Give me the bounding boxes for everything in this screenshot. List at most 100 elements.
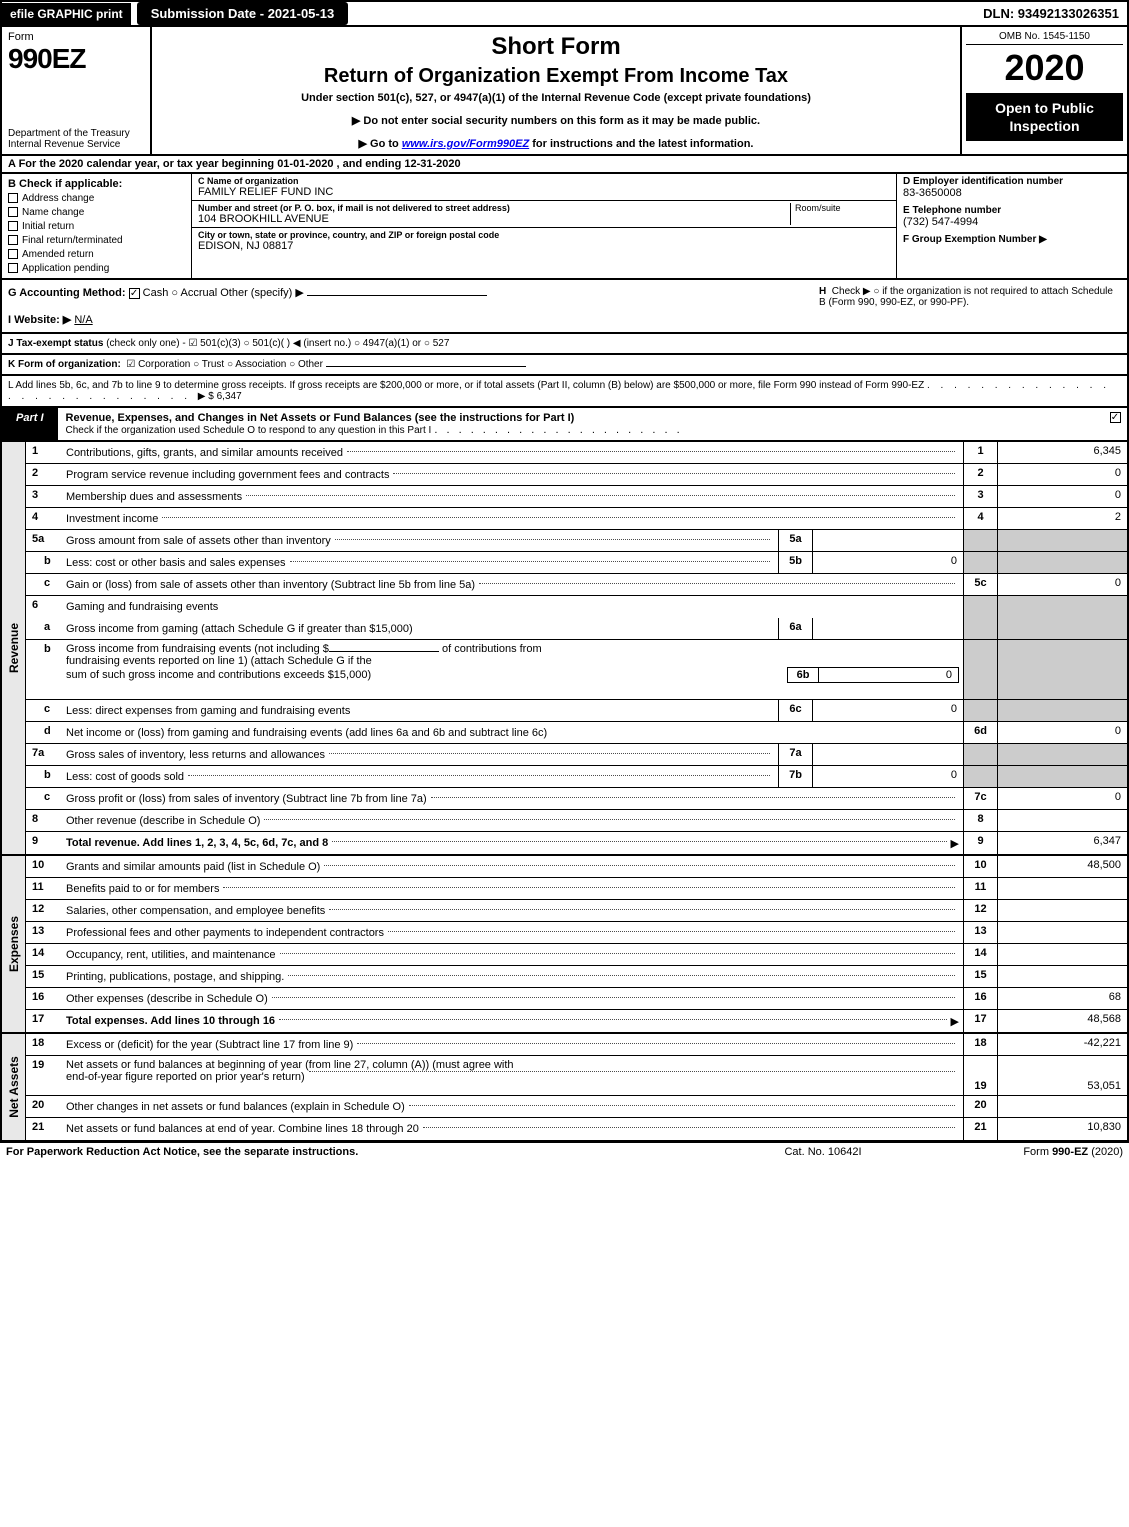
room-suite: Room/suite xyxy=(790,203,890,225)
header-left: Form 990EZ Department of the Treasury In… xyxy=(2,27,152,154)
net-assets-section: Net Assets 18 Excess or (deficit) for th… xyxy=(0,1034,1129,1142)
g-opts: Cash ○ Accrual Other (specify) ▶ xyxy=(143,287,304,299)
line-9-amount: 6,347 xyxy=(997,832,1127,854)
form-number: 990EZ xyxy=(8,43,144,75)
col-d: D Employer identification number 83-3650… xyxy=(897,174,1127,278)
line-14: 14 Occupancy, rent, utilities, and maint… xyxy=(26,944,1127,966)
line-5c-amount: 0 xyxy=(997,574,1127,595)
line-13: 13 Professional fees and other payments … xyxy=(26,922,1127,944)
revenue-side-label: Revenue xyxy=(2,442,26,854)
footer-center: Cat. No. 10642I xyxy=(723,1146,923,1158)
chk-name-change[interactable]: Name change xyxy=(8,207,185,218)
j-row: J Tax-exempt status (check only one) - ☑… xyxy=(0,334,1129,355)
line-5c: c Gain or (loss) from sale of assets oth… xyxy=(26,574,1127,596)
k-text: ☑ Corporation ○ Trust ○ Association ○ Ot… xyxy=(126,359,323,370)
col-b: B Check if applicable: Address change Na… xyxy=(2,174,192,278)
header-center: Short Form Return of Organization Exempt… xyxy=(152,27,962,154)
line-12-amount xyxy=(997,900,1127,921)
chk-address-change[interactable]: Address change xyxy=(8,193,185,204)
line-18: 18 Excess or (deficit) for the year (Sub… xyxy=(26,1034,1127,1056)
line-17: 17 Total expenses. Add lines 10 through … xyxy=(26,1010,1127,1032)
line-7c-amount: 0 xyxy=(997,788,1127,809)
top-bar: efile GRAPHIC print Submission Date - 20… xyxy=(0,0,1129,27)
address: 104 BROOKHILL AVENUE xyxy=(198,213,790,225)
part-i-label: Part I xyxy=(2,408,58,440)
line-16: 16 Other expenses (describe in Schedule … xyxy=(26,988,1127,1010)
department-label: Department of the Treasury Internal Reve… xyxy=(8,128,144,150)
dln-label: DLN: 93492133026351 xyxy=(975,2,1127,25)
tel-label: E Telephone number xyxy=(903,205,1121,216)
header-right: OMB No. 1545-1150 2020 Open to Public In… xyxy=(962,27,1127,154)
part-i-checknote: Check if the organization used Schedule … xyxy=(66,425,432,436)
chk-application-pending[interactable]: Application pending xyxy=(8,263,185,274)
line-15-amount xyxy=(997,966,1127,987)
footer: For Paperwork Reduction Act Notice, see … xyxy=(0,1142,1129,1161)
line-4: 4 Investment income 4 2 xyxy=(26,508,1127,530)
efile-print-button[interactable]: efile GRAPHIC print xyxy=(2,3,131,25)
org-name: FAMILY RELIEF FUND INC xyxy=(198,186,890,198)
line-6c: c Less: direct expenses from gaming and … xyxy=(26,700,1127,722)
group-exemption-label: F Group Exemption Number ▶ xyxy=(903,234,1121,245)
org-name-cell: C Name of organization FAMILY RELIEF FUN… xyxy=(192,174,896,201)
line-3-amount: 0 xyxy=(997,486,1127,507)
line-3: 3 Membership dues and assessments 3 0 xyxy=(26,486,1127,508)
ein-label: D Employer identification number xyxy=(903,176,1121,187)
chk-initial-return[interactable]: Initial return xyxy=(8,221,185,232)
row-g-h: G Accounting Method: Cash ○ Accrual Othe… xyxy=(0,280,1129,334)
title-short-form: Short Form xyxy=(160,33,952,61)
j-label: J Tax-exempt status xyxy=(8,338,103,349)
line-7b: b Less: cost of goods sold 7b0 xyxy=(26,766,1127,788)
address-label: Number and street (or P. O. box, if mail… xyxy=(198,203,790,213)
line-6d-amount: 0 xyxy=(997,722,1127,743)
footer-left: For Paperwork Reduction Act Notice, see … xyxy=(6,1146,723,1158)
irs-link[interactable]: www.irs.gov/Form990EZ xyxy=(402,138,529,150)
chk-cash[interactable] xyxy=(129,288,140,299)
omb-number: OMB No. 1545-1150 xyxy=(966,31,1123,45)
net-assets-side-label: Net Assets xyxy=(2,1034,26,1140)
ein: 83-3650008 xyxy=(903,187,1121,199)
line-10-amount: 48,500 xyxy=(997,856,1127,877)
line-9: 9 Total revenue. Add lines 1, 2, 3, 4, 5… xyxy=(26,832,1127,854)
line-18-amount: -42,221 xyxy=(997,1034,1127,1055)
g-label: G Accounting Method: xyxy=(8,287,126,299)
line-8: 8 Other revenue (describe in Schedule O)… xyxy=(26,810,1127,832)
h-label: H xyxy=(819,286,826,297)
chk-amended[interactable]: Amended return xyxy=(8,249,185,260)
line-8-amount xyxy=(997,810,1127,831)
line-7c: c Gross profit or (loss) from sales of i… xyxy=(26,788,1127,810)
k-row: K Form of organization: ☑ Corporation ○ … xyxy=(0,355,1129,376)
line-21: 21 Net assets or fund balances at end of… xyxy=(26,1118,1127,1140)
note-link-pre: ▶ Go to xyxy=(359,138,402,150)
h-section: H Check ▶ ○ if the organization is not r… xyxy=(811,286,1121,326)
city: EDISON, NJ 08817 xyxy=(198,240,890,252)
line-1: 1 Contributions, gifts, grants, and simi… xyxy=(26,442,1127,464)
line-17-amount: 48,568 xyxy=(997,1010,1127,1032)
line-10: 10 Grants and similar amounts paid (list… xyxy=(26,856,1127,878)
part-i-checkbox[interactable] xyxy=(1103,408,1127,440)
h-text: Check ▶ ○ if the organization is not req… xyxy=(819,286,1113,308)
line-12: 12 Salaries, other compensation, and emp… xyxy=(26,900,1127,922)
part-i-title: Revenue, Expenses, and Changes in Net As… xyxy=(58,408,1103,440)
arrow-icon: ▶ xyxy=(951,1015,959,1028)
line-15: 15 Printing, publications, postage, and … xyxy=(26,966,1127,988)
line-6b: b Gross income from fundraising events (… xyxy=(26,640,1127,700)
line-2: 2 Program service revenue including gove… xyxy=(26,464,1127,486)
l-row: L Add lines 5b, 6c, and 7b to line 9 to … xyxy=(0,376,1129,408)
expenses-side-label: Expenses xyxy=(2,856,26,1032)
entity-block: B Check if applicable: Address change Na… xyxy=(0,174,1129,280)
line-4-amount: 2 xyxy=(997,508,1127,529)
col-c: C Name of organization FAMILY RELIEF FUN… xyxy=(192,174,897,278)
note-link-post: for instructions and the latest informat… xyxy=(529,138,753,150)
line-13-amount xyxy=(997,922,1127,943)
line-20: 20 Other changes in net assets or fund b… xyxy=(26,1096,1127,1118)
submission-date-badge: Submission Date - 2021-05-13 xyxy=(137,2,349,25)
line-2-amount: 0 xyxy=(997,464,1127,485)
note-ssn: ▶ Do not enter social security numbers o… xyxy=(160,114,952,127)
form-word: Form xyxy=(8,31,144,43)
line-19-amount: 53,051 xyxy=(997,1056,1127,1095)
note-link: ▶ Go to www.irs.gov/Form990EZ for instru… xyxy=(160,137,952,150)
form-header: Form 990EZ Department of the Treasury In… xyxy=(0,27,1129,156)
chk-final-return[interactable]: Final return/terminated xyxy=(8,235,185,246)
i-label: I Website: ▶ xyxy=(8,314,71,326)
line-6: 6 Gaming and fundraising events xyxy=(26,596,1127,618)
